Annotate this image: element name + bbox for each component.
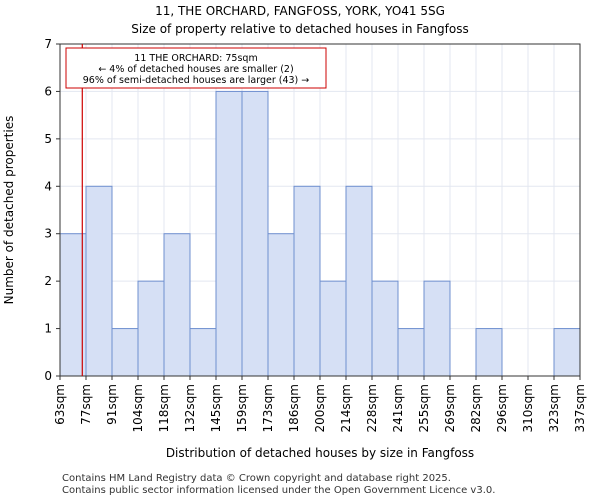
bar-77sqm	[85, 185, 113, 377]
y-tick-label-0: 0	[44, 369, 52, 383]
bar-228sqm	[371, 280, 399, 377]
y-tick-label-2: 2	[44, 274, 52, 288]
bar-255sqm	[423, 280, 451, 377]
x-tick-label-17: 296sqm	[495, 384, 509, 432]
bar-104sqm	[137, 280, 165, 377]
bar-214sqm	[345, 185, 373, 377]
footer-copyright: Contains HM Land Registry data © Crown c…	[62, 473, 451, 484]
bars	[59, 90, 581, 377]
x-tick-label-9: 186sqm	[287, 384, 301, 432]
annotation-line-1: 11 THE ORCHARD: 75sqm	[134, 53, 257, 64]
y-tick-label-3: 3	[44, 227, 52, 241]
bar-173sqm	[267, 233, 295, 377]
y-axis-label: Number of detached properties	[2, 116, 16, 305]
bar-200sqm	[319, 280, 347, 377]
x-tick-label-16: 282sqm	[469, 384, 483, 432]
x-tick-label-2: 91sqm	[105, 384, 119, 425]
x-tick-label-10: 200sqm	[313, 384, 327, 432]
chart-subtitle: Size of property relative to detached ho…	[131, 22, 468, 36]
x-tick-label-19: 323sqm	[547, 384, 561, 432]
bar-159sqm	[241, 90, 269, 377]
x-tick-label-18: 310sqm	[521, 384, 535, 432]
bar-132sqm	[189, 328, 217, 377]
x-tick-label-3: 104sqm	[131, 384, 145, 432]
y-tick-label-4: 4	[44, 179, 52, 193]
x-tick-label-14: 255sqm	[417, 384, 431, 432]
bar-241sqm	[397, 328, 425, 377]
bar-118sqm	[163, 233, 191, 377]
y-tick-label-5: 5	[44, 132, 52, 146]
x-tick-label-4: 118sqm	[157, 384, 171, 432]
x-tick-label-7: 159sqm	[235, 384, 249, 432]
annotation-line-2: ← 4% of detached houses are smaller (2)	[98, 64, 293, 75]
y-tick-label-6: 6	[44, 84, 52, 98]
x-tick-label-1: 77sqm	[79, 384, 93, 425]
x-tick-label-13: 241sqm	[391, 384, 405, 432]
y-tick-label-7: 7	[44, 37, 52, 51]
x-tick-label-15: 269sqm	[443, 384, 457, 432]
x-tick-label-5: 132sqm	[183, 384, 197, 432]
annotation-frame	[65, 47, 327, 89]
x-tick-label-0: 63sqm	[53, 384, 67, 425]
bar-282sqm	[475, 328, 503, 377]
chart-title: 11, THE ORCHARD, FANGFOSS, YORK, YO41 5S…	[155, 4, 445, 18]
y-ticks: 0 1 2 3 4 5 6 7	[44, 37, 60, 383]
x-tick-label-12: 228sqm	[365, 384, 379, 432]
x-tick-label-8: 173sqm	[261, 384, 275, 432]
x-tick-label-6: 145sqm	[209, 384, 223, 432]
x-ticks: 63sqm 77sqm 91sqm 104sqm 118sqm 132sqm 145sqm 1…	[53, 376, 587, 432]
annotation-box: 11 THE ORCHARD: 75sqm ← 4% of detached h…	[65, 47, 327, 89]
annotation-line-3: 96% of semi-detached houses are larger (…	[83, 75, 310, 86]
x-axis-label: Distribution of detached houses by size …	[166, 446, 474, 460]
x-tick-label-20: 337sqm	[573, 384, 587, 432]
bar-323sqm	[553, 328, 581, 377]
x-tick-label-11: 214sqm	[339, 384, 353, 432]
y-tick-label-1: 1	[44, 322, 52, 336]
footer-licence: Contains public sector information licen…	[62, 485, 496, 496]
bar-145sqm	[215, 90, 243, 377]
bar-91sqm	[111, 328, 139, 377]
bar-186sqm	[293, 185, 321, 377]
